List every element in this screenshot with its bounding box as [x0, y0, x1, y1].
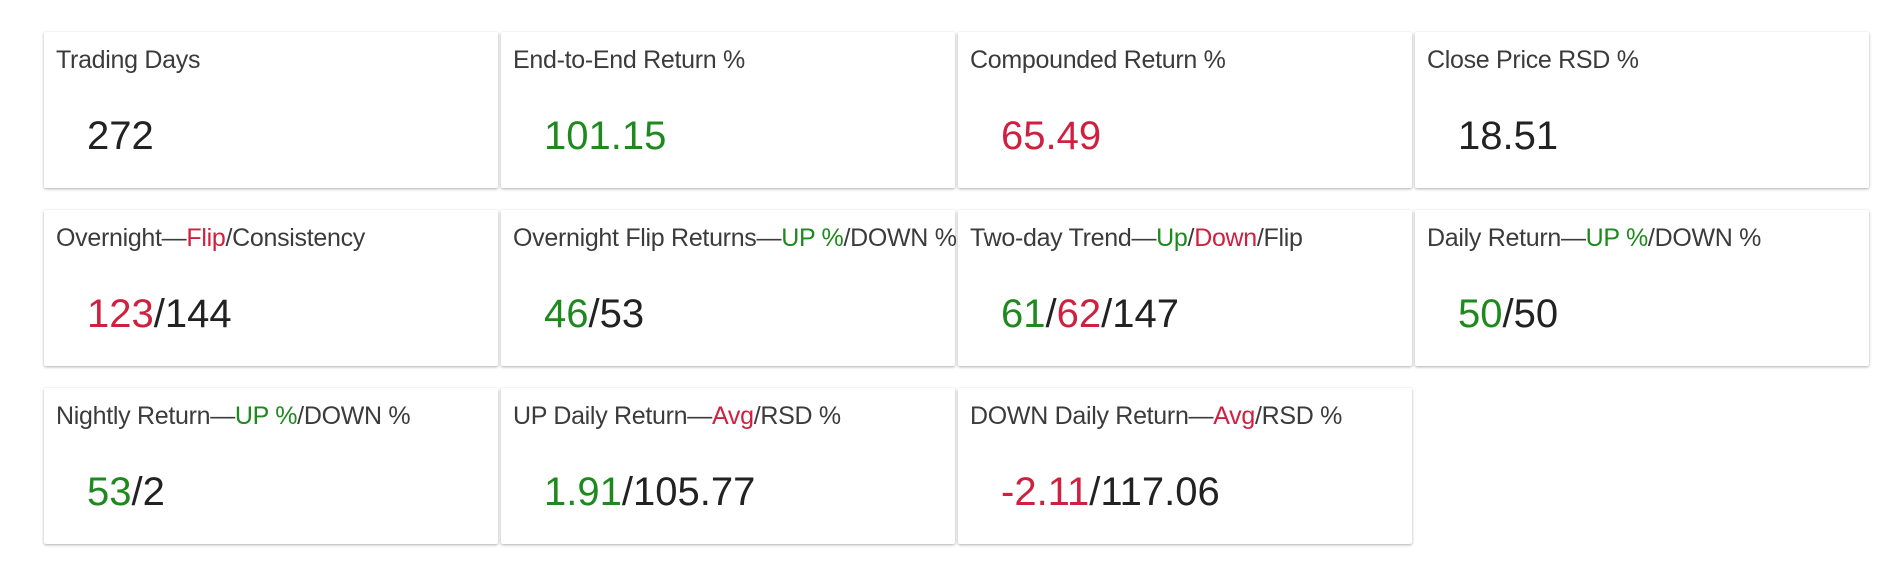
card-value: 18.51 [1458, 114, 1558, 159]
title-part: / [1187, 224, 1195, 252]
title-part: UP % [1585, 224, 1649, 252]
value-part: /144 [153, 292, 232, 336]
card-value: 272 [87, 114, 154, 159]
value-part: /147 [1101, 292, 1179, 336]
title-part: /RSD % [753, 402, 841, 430]
card-title: Daily Return—UP %/DOWN % [1427, 224, 1761, 253]
card-title: DOWN Daily Return—Avg/RSD % [970, 402, 1342, 431]
card-daily-return: Daily Return—UP %/DOWN % 50/50 [1415, 210, 1869, 366]
title-part: Two-day Trend— [970, 224, 1157, 252]
value-part: 272 [87, 114, 154, 158]
value-part: 46 [544, 292, 589, 336]
card-title: End-to-End Return % [513, 46, 745, 75]
title-part: Avg [1213, 402, 1255, 430]
value-part: 18.51 [1458, 114, 1559, 158]
title-part: /DOWN % [297, 402, 411, 430]
value-part: 101.15 [544, 114, 667, 158]
value-part: / [1045, 292, 1057, 336]
value-part: /105.77 [621, 470, 756, 514]
value-part: 61 [1001, 292, 1046, 336]
title-part: UP % [781, 224, 844, 252]
stats-dashboard: Trading Days 272 End-to-End Return % 101… [44, 32, 1876, 544]
title-part: End-to-End Return % [513, 46, 745, 74]
stats-card-grid: Trading Days 272 End-to-End Return % 101… [44, 32, 1876, 544]
card-overnight-flip-returns: Overnight Flip Returns—UP %/DOWN % 46/53 [501, 210, 957, 366]
title-part: Trading Days [56, 46, 201, 74]
title-part: Close Price RSD % [1427, 46, 1639, 74]
card-value: 46/53 [544, 292, 644, 337]
value-part: -2.11 [1001, 470, 1090, 514]
value-part: 50 [1458, 292, 1503, 336]
title-part: /Consistency [225, 224, 365, 252]
card-title: Nightly Return—UP %/DOWN % [56, 402, 411, 431]
value-part: /53 [588, 292, 645, 336]
card-value: 1.91/105.77 [544, 470, 755, 515]
title-part: Avg [711, 402, 754, 430]
value-part: 53 [87, 470, 132, 514]
card-value: 123/144 [87, 292, 232, 337]
card-trading-days: Trading Days 272 [44, 32, 498, 188]
title-part: Up [1156, 224, 1188, 252]
card-close-price-rsd: Close Price RSD % 18.51 [1415, 32, 1869, 188]
title-part: UP Daily Return— [513, 402, 712, 430]
value-part: 65.49 [1001, 114, 1102, 158]
card-up-daily-return: UP Daily Return—Avg/RSD % 1.91/105.77 [501, 388, 955, 544]
card-title: Close Price RSD % [1427, 46, 1639, 75]
title-part: Flip [186, 224, 226, 252]
card-value: 65.49 [1001, 114, 1101, 159]
value-part: 62 [1056, 292, 1102, 336]
value-part: /50 [1502, 292, 1559, 336]
title-part: Nightly Return— [56, 402, 235, 430]
card-title: Two-day Trend—Up/Down/Flip [970, 224, 1303, 253]
card-end-to-end-return: End-to-End Return % 101.15 [501, 32, 955, 188]
title-part: Overnight— [56, 224, 187, 252]
title-part: Daily Return— [1427, 224, 1586, 252]
card-compounded-return: Compounded Return % 65.49 [958, 32, 1412, 188]
value-part: 1.91 [544, 470, 622, 514]
card-value: 61/62/147 [1001, 292, 1179, 337]
card-title: Trading Days [56, 46, 200, 75]
card-title: Overnight Flip Returns—UP %/DOWN % [513, 224, 957, 253]
title-part: /DOWN % [843, 224, 957, 252]
title-part: UP % [234, 402, 298, 430]
card-value: 53/2 [87, 470, 165, 515]
card-two-day-trend: Two-day Trend—Up/Down/Flip 61/62/147 [958, 210, 1412, 366]
card-value: -2.11/117.06 [1001, 470, 1220, 515]
value-part: /2 [131, 470, 165, 514]
card-nightly-return: Nightly Return—UP %/DOWN % 53/2 [44, 388, 498, 544]
card-value: 101.15 [544, 114, 666, 159]
title-part: /DOWN % [1647, 224, 1762, 252]
title-part: /Flip [1256, 224, 1303, 252]
title-part: DOWN Daily Return— [970, 402, 1214, 430]
title-part: Overnight Flip Returns— [513, 224, 782, 252]
title-part: Down [1194, 224, 1257, 252]
card-title: Overnight—Flip/Consistency [56, 224, 365, 253]
title-part: /RSD % [1254, 402, 1343, 430]
card-title: UP Daily Return—Avg/RSD % [513, 402, 841, 431]
title-part: Compounded Return % [970, 46, 1226, 74]
card-value: 50/50 [1458, 292, 1558, 337]
card-down-daily-return: DOWN Daily Return—Avg/RSD % -2.11/117.06 [958, 388, 1412, 544]
value-part: /117.06 [1089, 470, 1220, 514]
card-overnight-flip-consistency: Overnight—Flip/Consistency 123/144 [44, 210, 498, 366]
value-part: 123 [87, 292, 154, 336]
card-title: Compounded Return % [970, 46, 1226, 75]
